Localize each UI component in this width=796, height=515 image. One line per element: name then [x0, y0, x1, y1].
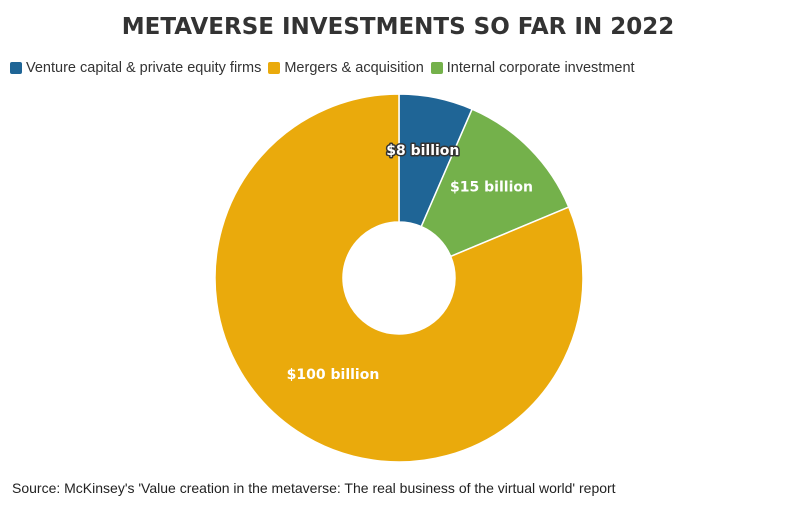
legend-item-mergers: Mergers & acquisition: [268, 60, 424, 76]
legend-swatch-internal: [430, 62, 443, 74]
legend-label-internal: Internal corporate investment: [446, 60, 635, 76]
legend-label-venture-capital: Venture capital & private equity firms: [26, 60, 262, 76]
donut-slices: [214, 93, 584, 463]
chart-title: METAVERSE INVESTMENTS SO FAR IN 2022: [121, 14, 675, 40]
slice-labels: $8 billion $15 billion $100 billion: [287, 142, 533, 383]
slice-label-venture-capital: $8 billion: [386, 143, 459, 159]
source-note: Source: McKinsey's 'Value creation in th…: [12, 480, 616, 496]
slice-mergers: [214, 93, 584, 463]
slice-internal: [420, 108, 570, 258]
slice-label-mergers: $100 billion: [287, 367, 380, 383]
legend-item-internal: Internal corporate investment: [430, 60, 635, 76]
legend-swatch-mergers: [268, 62, 281, 74]
legend-item-venture-capital: Venture capital & private equity firms: [10, 60, 261, 76]
legend-swatch-venture-capital: [10, 62, 22, 74]
slice-label-internal: $15 billion: [450, 180, 533, 196]
legend: Venture capital & private equity firms M…: [10, 60, 642, 76]
legend-label-mergers: Mergers & acquisition: [284, 60, 424, 76]
